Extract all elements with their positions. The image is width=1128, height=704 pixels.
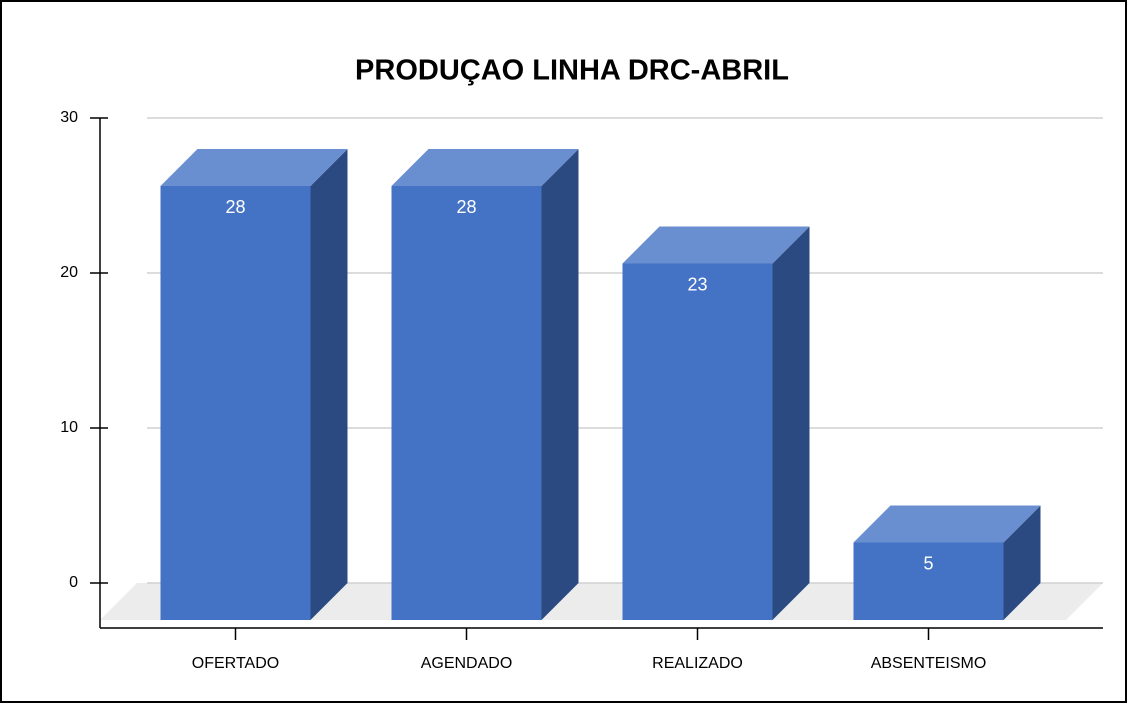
y-tick-label: 0 xyxy=(69,574,78,591)
y-tick-label: 30 xyxy=(60,109,78,126)
bar xyxy=(160,149,348,620)
chart-title: PRODUÇAO LINHA DRC-ABRIL xyxy=(355,55,789,87)
x-tick-label: AGENDADO xyxy=(421,655,513,672)
data-label: 23 xyxy=(687,274,707,294)
x-tick-label: OFERTADO xyxy=(192,655,279,672)
bar xyxy=(622,226,810,620)
data-label: 28 xyxy=(225,197,245,217)
x-tick-label: REALIZADO xyxy=(652,655,743,672)
bar-side xyxy=(1003,505,1041,620)
bar xyxy=(391,149,579,620)
bar-top xyxy=(160,149,348,186)
bar-side xyxy=(541,149,579,620)
bar-top xyxy=(622,226,810,264)
bar-side xyxy=(310,149,348,620)
data-label: 28 xyxy=(456,197,476,217)
bar-side xyxy=(772,226,810,620)
bar-top xyxy=(391,149,579,186)
x-tick-label: ABSENTEISMO xyxy=(871,655,987,672)
bar xyxy=(853,505,1041,620)
y-tick-label: 10 xyxy=(60,419,78,436)
bar-front xyxy=(853,542,1004,620)
bar-top xyxy=(853,505,1041,543)
data-label: 5 xyxy=(923,553,933,573)
bar-front xyxy=(160,186,311,620)
floor xyxy=(100,583,1103,620)
bar-front xyxy=(622,263,773,620)
bar-front xyxy=(391,186,542,620)
y-tick-label: 20 xyxy=(60,264,78,281)
